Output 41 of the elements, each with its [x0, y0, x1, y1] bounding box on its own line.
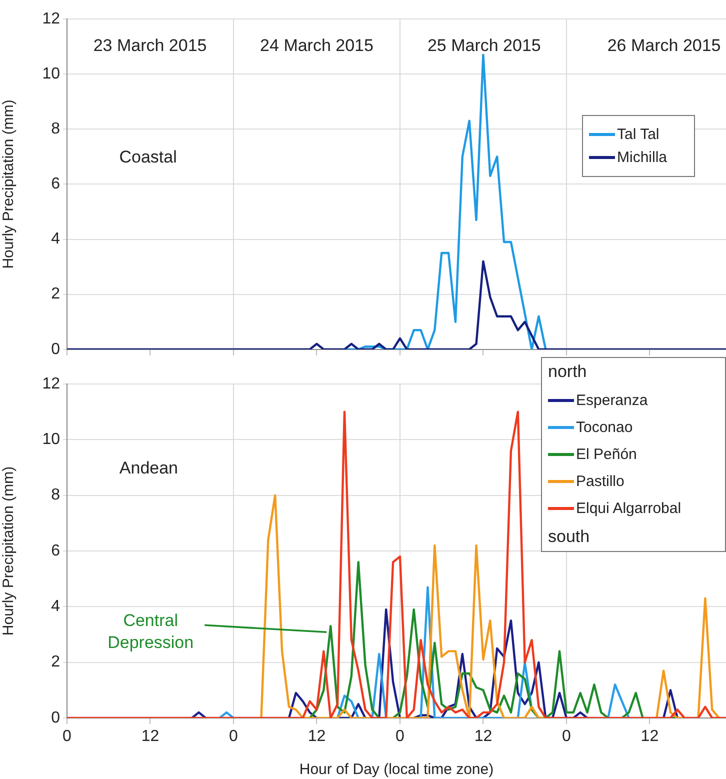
- legend-label: Esperanza: [576, 392, 648, 409]
- legend-label: Elqui Algarrobal: [576, 500, 682, 517]
- legend-label: Toconao: [576, 419, 633, 436]
- y-tick-label: 12: [42, 375, 60, 392]
- y-tick-label: 0: [51, 709, 60, 726]
- y-axis-title: Hourly Precipitation (mm): [0, 466, 18, 636]
- y-tick-label: 0: [51, 340, 60, 358]
- y-tick-label: 6: [51, 176, 60, 193]
- x-tick-label: 12: [474, 728, 492, 746]
- annotation: Central Depression: [108, 610, 194, 652]
- x-tick-label: 12: [640, 728, 659, 746]
- x-tick-label: 0: [562, 728, 571, 746]
- y-tick-label: 10: [42, 431, 60, 448]
- annotation: Andean: [119, 458, 178, 478]
- y-axis-title: Hourly Precipitation (mm): [0, 100, 18, 269]
- y-tick-label: 8: [51, 486, 60, 504]
- y-tick-label: 8: [51, 120, 60, 138]
- legend-label: Pastillo: [576, 473, 624, 490]
- x-tick-label: 0: [62, 728, 72, 746]
- x-tick-label: 12: [308, 728, 326, 746]
- legend-label: Michilla: [617, 149, 668, 166]
- y-tick-label: 2: [51, 654, 60, 671]
- y-tick-label: 12: [42, 10, 60, 28]
- legend-label: El Peñón: [576, 446, 637, 463]
- legend-title: north: [548, 362, 588, 382]
- y-tick-label: 2: [51, 286, 60, 303]
- x-axis-title: Hour of Day (local time zone): [299, 761, 494, 778]
- annotation: 26 March 2015: [607, 36, 721, 56]
- annotation: 24 March 2015: [260, 36, 374, 56]
- x-tick-label: 12: [141, 728, 160, 746]
- y-tick-label: 4: [51, 598, 60, 616]
- annotation: south: [548, 527, 591, 547]
- y-tick-label: 4: [51, 230, 60, 248]
- annotation: Coastal: [119, 147, 177, 166]
- y-tick-label: 10: [42, 65, 60, 82]
- legend-label: Tal Tal: [617, 126, 660, 143]
- annotation: 23 March 2015: [93, 36, 207, 56]
- y-tick-label: 6: [51, 542, 60, 560]
- annotation: 25 March 2015: [427, 36, 541, 56]
- x-tick-label: 0: [396, 728, 405, 746]
- x-tick-label: 0: [229, 728, 238, 746]
